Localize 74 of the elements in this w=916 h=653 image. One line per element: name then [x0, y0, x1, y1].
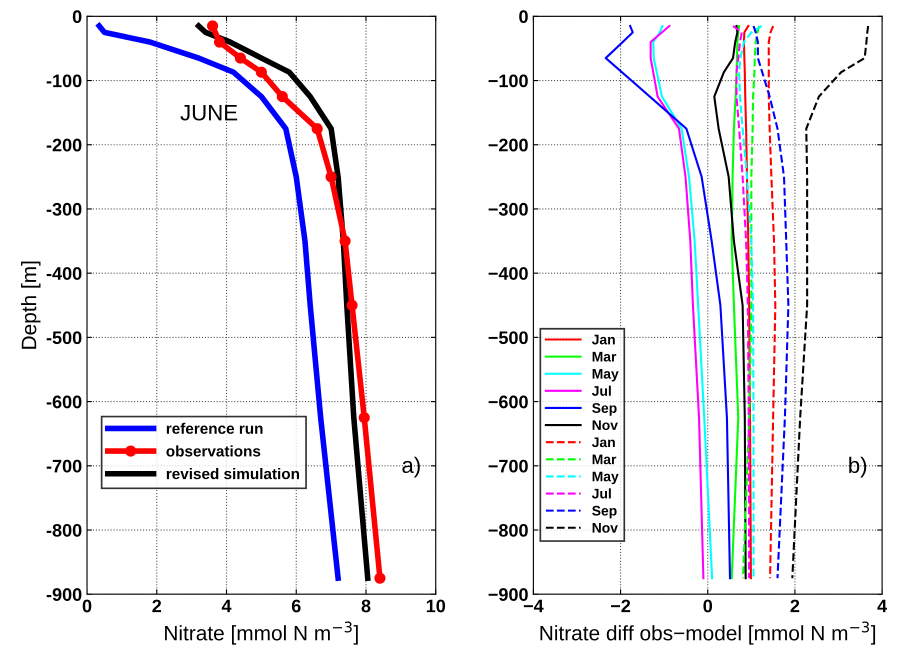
y-tick-label: -700: [46, 460, 82, 473]
line-series: [742, 24, 760, 580]
legend-label: Sep: [592, 506, 617, 518]
y-tick-label: −700: [488, 460, 528, 473]
point: [214, 36, 226, 48]
legend-label: revised simulation: [166, 468, 300, 480]
line-series: [791, 24, 870, 580]
x-tick-label: 6: [292, 600, 301, 612]
legend-label: Jul: [592, 488, 611, 499]
legend-label: Mar: [592, 352, 616, 362]
line-series: [713, 24, 747, 580]
y-tick-label: −400: [488, 267, 528, 280]
x-axis-title: Nitrate diff obs−model [mmol N m$^{−3}$]: [540, 621, 876, 645]
legend-label: Nov: [592, 523, 618, 533]
x-axis-title: Nitrate [mmol N m$^{−3}$]: [165, 621, 358, 645]
x-tick-label: 8: [362, 600, 370, 612]
legend-label: Jan: [592, 437, 615, 448]
y-tick-label: −600: [488, 396, 528, 408]
x-tick-label: 10: [426, 600, 446, 612]
point: [256, 66, 267, 78]
y-tick-label: 0: [519, 10, 528, 24]
legend-label: observations: [166, 445, 260, 457]
y-tick-label: -600: [46, 396, 82, 408]
point: [340, 236, 351, 247]
x-tick-label: 0: [82, 600, 92, 612]
line-series: [738, 24, 763, 580]
point: [326, 171, 337, 182]
y-tick-label: -900: [46, 588, 82, 601]
legend-label: May: [592, 369, 619, 382]
line-series: [742, 24, 752, 580]
line-series: [730, 24, 740, 580]
legend-label: Mar: [592, 454, 616, 464]
point: [312, 123, 323, 134]
line-series: [650, 24, 704, 580]
annotation: JUNE: [180, 105, 238, 121]
x-tick-label: 0: [703, 600, 712, 612]
point: [207, 20, 218, 32]
y-tick-label: −500: [488, 331, 528, 344]
point: [276, 91, 288, 102]
y-tick-label: -300: [46, 202, 82, 216]
line-series: [768, 24, 776, 580]
line-series: [652, 24, 714, 580]
legend-label: Nov: [592, 420, 618, 430]
x-tick-label: 4: [222, 600, 232, 612]
annotation: a): [402, 456, 420, 478]
annotation: b): [849, 456, 866, 478]
x-tick-label: −2: [611, 600, 630, 612]
y-tick-label: −100: [488, 74, 528, 88]
y-tick-label: −200: [488, 138, 528, 152]
legend-label: Sep: [592, 403, 617, 416]
y-tick-label: -400: [46, 267, 82, 280]
legend-label: Jan: [592, 334, 615, 344]
y-axis-title: Depth [m]: [21, 262, 40, 349]
legend-label: reference run: [166, 422, 263, 434]
y-tick-label: −800: [488, 524, 528, 537]
x-tick-label: 2: [790, 600, 800, 612]
y-tick-label: -200: [46, 138, 82, 152]
point: [234, 52, 246, 64]
x-tick-label: 2: [152, 600, 162, 612]
legend-label: May: [592, 472, 619, 484]
point: [374, 572, 386, 584]
x-tick-label: −4: [524, 600, 544, 612]
y-tick-label: −900: [488, 588, 528, 601]
line-series: [752, 24, 790, 580]
point: [346, 300, 358, 311]
y-tick-label: -500: [46, 331, 82, 344]
point: [358, 412, 370, 424]
y-tick-label: -800: [46, 524, 82, 537]
legend-label: Jul: [592, 386, 611, 396]
x-tick-label: 4: [877, 600, 888, 612]
line-series: [732, 24, 750, 580]
y-tick-label: −300: [488, 202, 528, 216]
y-tick-label: 0: [72, 10, 82, 24]
y-tick-label: -100: [46, 74, 82, 88]
